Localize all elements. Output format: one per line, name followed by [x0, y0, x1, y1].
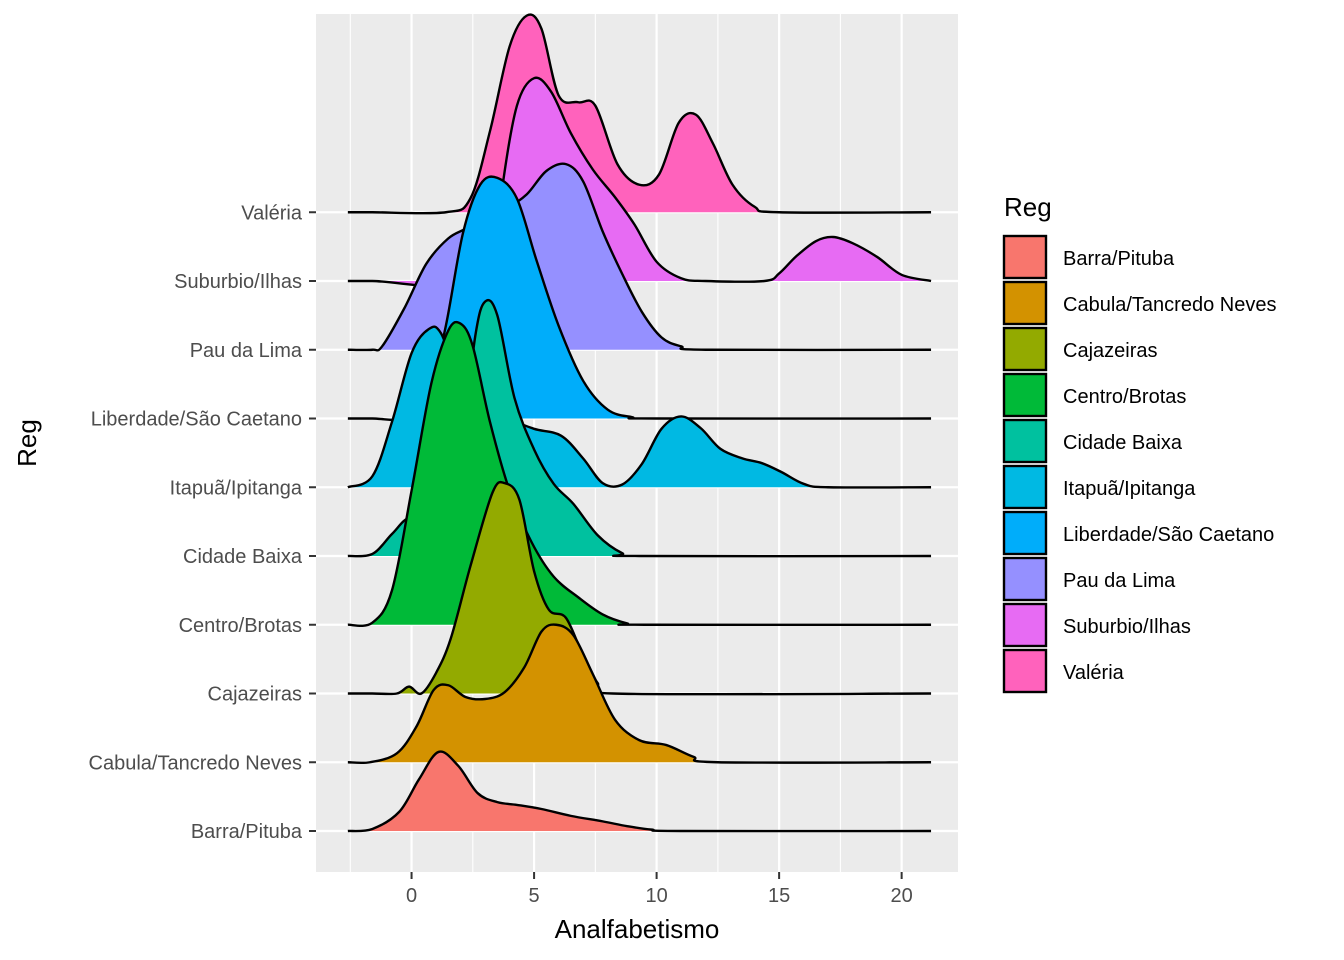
- ridge-outline: [347, 320, 932, 627]
- ridge-group: [347, 750, 932, 833]
- x-tick-label: 20: [891, 885, 913, 907]
- legend-title: Reg: [1004, 192, 1052, 222]
- legend-items: Barra/Pituba Cabula/Tancredo Neves Cajazei…: [1002, 234, 1276, 694]
- legend-item: Cajazeiras: [1002, 326, 1157, 372]
- ridge-group: [347, 13, 932, 215]
- legend-key: [1002, 372, 1048, 418]
- ridge-fill: [347, 14, 932, 214]
- x-tick-label: 15: [768, 885, 790, 907]
- y-tick-label: Liberdade/São Caetano: [91, 409, 302, 431]
- legend-item: Cidade Baixa: [1002, 418, 1183, 464]
- ridge-fill: [347, 624, 932, 763]
- legend-key: [1002, 602, 1048, 648]
- ridge-fill: [347, 77, 932, 288]
- y-tick-label: Cabula/Tancredo Neves: [89, 752, 302, 774]
- legend-item: Cabula/Tancredo Neves: [1002, 280, 1276, 326]
- legend-label: Cajazeiras: [1063, 340, 1157, 362]
- y-tick-label: Pau da Lima: [190, 340, 303, 362]
- y-tick-label: Cidade Baixa: [183, 546, 303, 568]
- legend-key: [1002, 510, 1048, 556]
- y-axis: Barra/Pituba Cabula/Tancredo Neves Cajazei…: [89, 202, 316, 843]
- y-tick-label: Valéria: [241, 202, 303, 224]
- legend-key: [1002, 234, 1048, 280]
- legend: Reg Barra/Pituba Cabula/Tancredo Neves Caj…: [1002, 192, 1276, 694]
- legend-label: Suburbio/Ilhas: [1063, 616, 1191, 638]
- legend-item: Valéria: [1002, 648, 1125, 694]
- legend-key: [1002, 464, 1048, 510]
- legend-label: Barra/Pituba: [1063, 248, 1175, 270]
- legend-item: Suburbio/Ilhas: [1002, 602, 1191, 648]
- ridge-outline: [347, 750, 932, 833]
- legend-label: Centro/Brotas: [1063, 386, 1186, 408]
- y-tick-label: Centro/Brotas: [179, 615, 302, 637]
- x-tick-label: 0: [406, 885, 417, 907]
- legend-item: Pau da Lima: [1002, 556, 1176, 602]
- legend-item: Liberdade/São Caetano: [1002, 510, 1274, 556]
- y-tick-label: Itapuã/Ipitanga: [170, 477, 303, 499]
- legend-key: [1002, 326, 1048, 372]
- ridge-group: [347, 623, 932, 765]
- legend-label: Pau da Lima: [1063, 570, 1176, 592]
- ridge-outline: [347, 13, 932, 215]
- legend-key: [1002, 648, 1048, 694]
- ridge-outline: [347, 162, 932, 352]
- legend-label: Liberdade/São Caetano: [1063, 524, 1274, 546]
- legend-label: Itapuã/Ipitanga: [1063, 478, 1196, 500]
- legend-item: Itapuã/Ipitanga: [1002, 464, 1196, 510]
- ridge-outline: [347, 623, 932, 765]
- legend-label: Valéria: [1063, 662, 1125, 684]
- x-tick-label: 5: [529, 885, 540, 907]
- legend-item: Centro/Brotas: [1002, 372, 1186, 418]
- y-axis-title: Reg: [12, 419, 42, 467]
- legend-label: Cabula/Tancredo Neves: [1063, 294, 1276, 316]
- x-axis: 0 5 10 15 20: [406, 872, 913, 907]
- legend-key: [1002, 418, 1048, 464]
- legend-key: [1002, 280, 1048, 326]
- x-axis-title: Analfabetismo: [555, 914, 720, 944]
- legend-item: Barra/Pituba: [1002, 234, 1175, 280]
- ridges: [347, 13, 932, 833]
- ridge-outline: [347, 325, 932, 489]
- x-tick-label: 10: [645, 885, 667, 907]
- ridge-fill: [347, 751, 932, 832]
- legend-label: Cidade Baixa: [1063, 432, 1183, 454]
- legend-key: [1002, 556, 1048, 602]
- y-tick-label: Suburbio/Ilhas: [174, 271, 302, 293]
- y-tick-label: Cajazeiras: [208, 684, 302, 706]
- y-tick-label: Barra/Pituba: [191, 821, 303, 843]
- ridge-fill: [347, 482, 932, 695]
